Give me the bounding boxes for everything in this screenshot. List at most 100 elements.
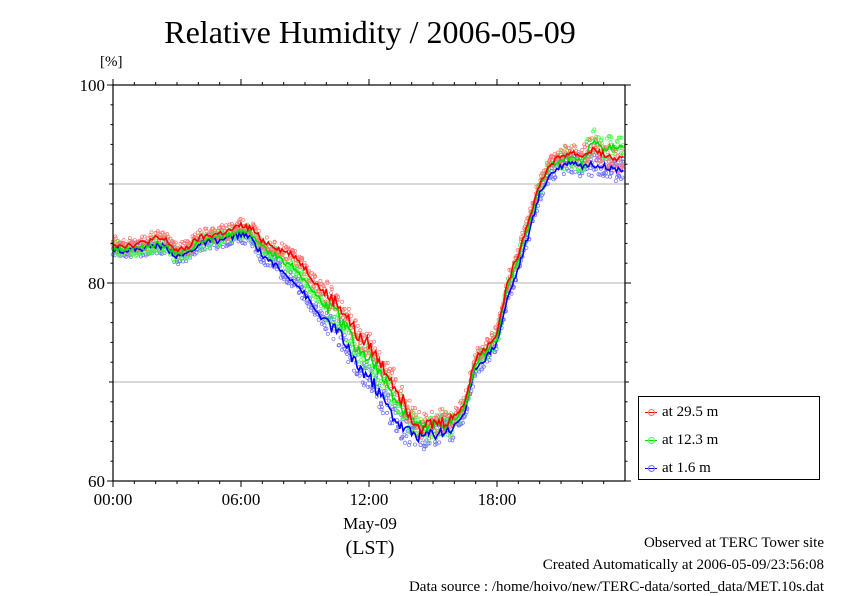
data-point-2 (447, 438, 452, 443)
data-point-0 (284, 257, 289, 262)
data-point-0 (392, 392, 397, 397)
data-point-0 (444, 410, 449, 415)
data-point-0 (566, 145, 571, 150)
data-point-0 (316, 289, 320, 294)
data-point-0 (413, 413, 418, 418)
data-point-1 (309, 294, 314, 299)
data-point-0 (610, 161, 615, 166)
data-point-1 (328, 315, 333, 320)
data-point-0 (424, 413, 429, 418)
y-tick-label-60: 60 (88, 472, 105, 491)
data-point-0 (590, 154, 595, 158)
data-point-1 (360, 360, 365, 365)
data-point-1 (396, 403, 400, 408)
data-point-0 (254, 226, 259, 231)
y-axis-unit-label: [%] (100, 54, 123, 70)
data-point-1 (262, 250, 267, 255)
data-point-2 (404, 434, 409, 439)
data-point-0 (608, 162, 613, 167)
data-point-2 (608, 174, 613, 179)
data-point-2 (404, 419, 409, 424)
data-point-0 (302, 272, 306, 277)
data-point-0 (489, 331, 494, 336)
data-point-0 (212, 228, 217, 233)
data-point-1 (173, 259, 178, 264)
data-point-0 (256, 228, 261, 233)
data-point-2 (407, 440, 412, 445)
data-point-1 (303, 283, 308, 288)
data-point-0 (564, 145, 569, 150)
data-point-0 (342, 307, 347, 311)
data-point-0 (473, 353, 478, 358)
data-point-2 (509, 291, 514, 296)
data-point-1 (229, 240, 233, 244)
data-point-0 (483, 341, 488, 345)
data-point-0 (288, 256, 293, 261)
data-point-0 (478, 346, 482, 351)
y-tick-label-80: 80 (88, 274, 105, 293)
data-point-0 (130, 240, 135, 245)
data-point-0 (399, 388, 403, 393)
data-point-0 (385, 360, 390, 365)
data-point-0 (409, 409, 414, 414)
data-point-1 (295, 261, 300, 266)
data-point-0 (341, 315, 345, 320)
data-point-2 (580, 171, 585, 176)
data-point-2 (561, 172, 566, 176)
data-point-2 (339, 347, 344, 352)
x-tick-label-6: 06:00 (222, 490, 261, 509)
data-point-1 (609, 134, 614, 139)
data-point-1 (408, 422, 413, 427)
data-point-2 (337, 343, 342, 347)
data-point-1 (450, 434, 454, 438)
data-point-1 (599, 141, 604, 146)
data-point-0 (400, 384, 405, 389)
data-point-2 (243, 241, 248, 246)
data-point-0 (316, 289, 321, 294)
data-point-0 (438, 407, 443, 412)
data-point-2 (405, 429, 410, 434)
data-point-2 (617, 173, 621, 178)
data-point-0 (318, 278, 323, 283)
data-point-0 (358, 328, 363, 333)
data-point-1 (592, 127, 597, 132)
data-point-0 (353, 318, 358, 323)
data-point-0 (300, 257, 304, 262)
data-point-0 (528, 206, 533, 211)
data-point-0 (368, 331, 372, 336)
data-point-0 (549, 158, 554, 162)
data-point-2 (220, 245, 225, 250)
data-point-2 (385, 410, 389, 415)
data-point-0 (591, 143, 596, 148)
series-line-2 (112, 159, 624, 444)
data-point-0 (440, 407, 445, 411)
data-point-1 (332, 314, 337, 319)
data-point-0 (558, 147, 563, 152)
data-point-2 (180, 255, 184, 260)
data-point-0 (355, 323, 360, 328)
data-point-0 (552, 152, 557, 157)
data-point-0 (272, 239, 277, 244)
data-point-2 (346, 360, 351, 365)
data-point-2 (566, 168, 571, 173)
data-point-0 (393, 377, 398, 382)
data-point-0 (597, 159, 602, 164)
data-point-0 (321, 284, 326, 289)
data-point-0 (113, 234, 118, 239)
legend-item-29-5m: at 29.5 m (645, 402, 718, 422)
data-point-1 (569, 144, 574, 149)
data-point-0 (620, 163, 625, 168)
data-point-1 (227, 236, 232, 241)
data-point-0 (197, 228, 202, 233)
data-point-1 (286, 268, 291, 273)
data-point-0 (458, 399, 463, 404)
data-point-2 (379, 407, 384, 412)
data-point-2 (289, 284, 294, 289)
data-point-0 (192, 232, 197, 237)
data-point-0 (160, 230, 165, 235)
data-point-2 (265, 263, 270, 268)
data-point-0 (171, 240, 176, 244)
data-point-0 (507, 267, 512, 272)
data-point-2 (312, 312, 317, 317)
